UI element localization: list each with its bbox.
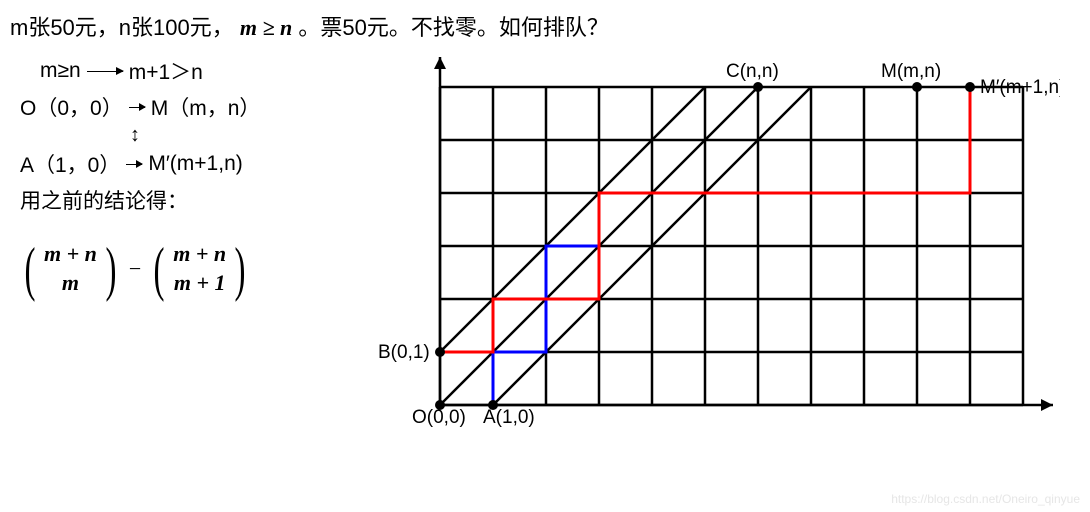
line-2a: O（0，0）	[20, 92, 123, 122]
left-column: m≥n m+1＞n O（0，0） M（m，n） ↕ A（1，0） M′(m+1,…	[20, 50, 330, 297]
arrow-icon	[129, 107, 145, 108]
binom-2: m + n m + 1	[173, 240, 226, 297]
binom-2-top: m + n	[173, 240, 226, 269]
chart-svg: O(0,0) A(1,0) B(0,1) C(n,n) M(m,n) M′(m+1,n)	[360, 55, 1060, 465]
svg-text:M′(m+1,n): M′(m+1,n)	[980, 77, 1060, 98]
paren-icon: (	[24, 245, 35, 293]
binomial-formula: ( m + n m ) − ( m + n m + 1 )	[20, 240, 330, 297]
updown-arrow-icon: ↕	[130, 124, 330, 147]
svg-text:O(0,0): O(0,0)	[412, 407, 466, 428]
line-1: m≥n m+1＞n	[40, 56, 330, 86]
paren-icon: (	[154, 245, 165, 293]
binom-2-bot: m + 1	[174, 269, 226, 298]
binom-1: m + n m	[44, 240, 97, 297]
minus-icon: −	[129, 256, 141, 282]
line-3: A（1，0） M′(m+1,n)	[20, 149, 330, 179]
line-4: 用之前的结论得：	[20, 185, 330, 215]
problem-title: m张50元，n张100元， m ≥ n 。票50元。不找零。如何排队？	[10, 10, 1080, 42]
svg-text:A(1,0): A(1,0)	[483, 407, 535, 428]
paren-icon: )	[105, 245, 116, 293]
line-1b: m+1＞n	[129, 56, 203, 86]
binom-1-top: m + n	[44, 240, 97, 269]
line-2b: M（m，n）	[151, 92, 261, 122]
conclusion-label: 用之前的结论得：	[20, 185, 188, 215]
watermark: https://blog.csdn.net/Oneiro_qinyue	[891, 492, 1080, 506]
line-2: O（0，0） M（m，n）	[20, 92, 330, 122]
title-part1: m张50元，n张100元，	[10, 15, 234, 40]
line-3a: A（1，0）	[20, 149, 120, 179]
paren-icon: )	[235, 245, 246, 293]
title-cond: m ≥ n	[240, 15, 292, 40]
line-3b: M′(m+1,n)	[148, 152, 242, 176]
arrow-icon	[126, 164, 142, 165]
svg-text:C(n,n): C(n,n)	[726, 61, 779, 82]
svg-text:M(m,n): M(m,n)	[881, 61, 941, 82]
svg-text:B(0,1): B(0,1)	[378, 342, 430, 363]
lattice-chart: O(0,0) A(1,0) B(0,1) C(n,n) M(m,n) M′(m+1,n)	[360, 55, 1060, 465]
arrow-icon	[87, 71, 123, 72]
binom-1-bot: m	[62, 269, 79, 298]
line-1a: m≥n	[40, 59, 81, 83]
title-part2: 。票50元。不找零。如何排队？	[298, 15, 608, 40]
